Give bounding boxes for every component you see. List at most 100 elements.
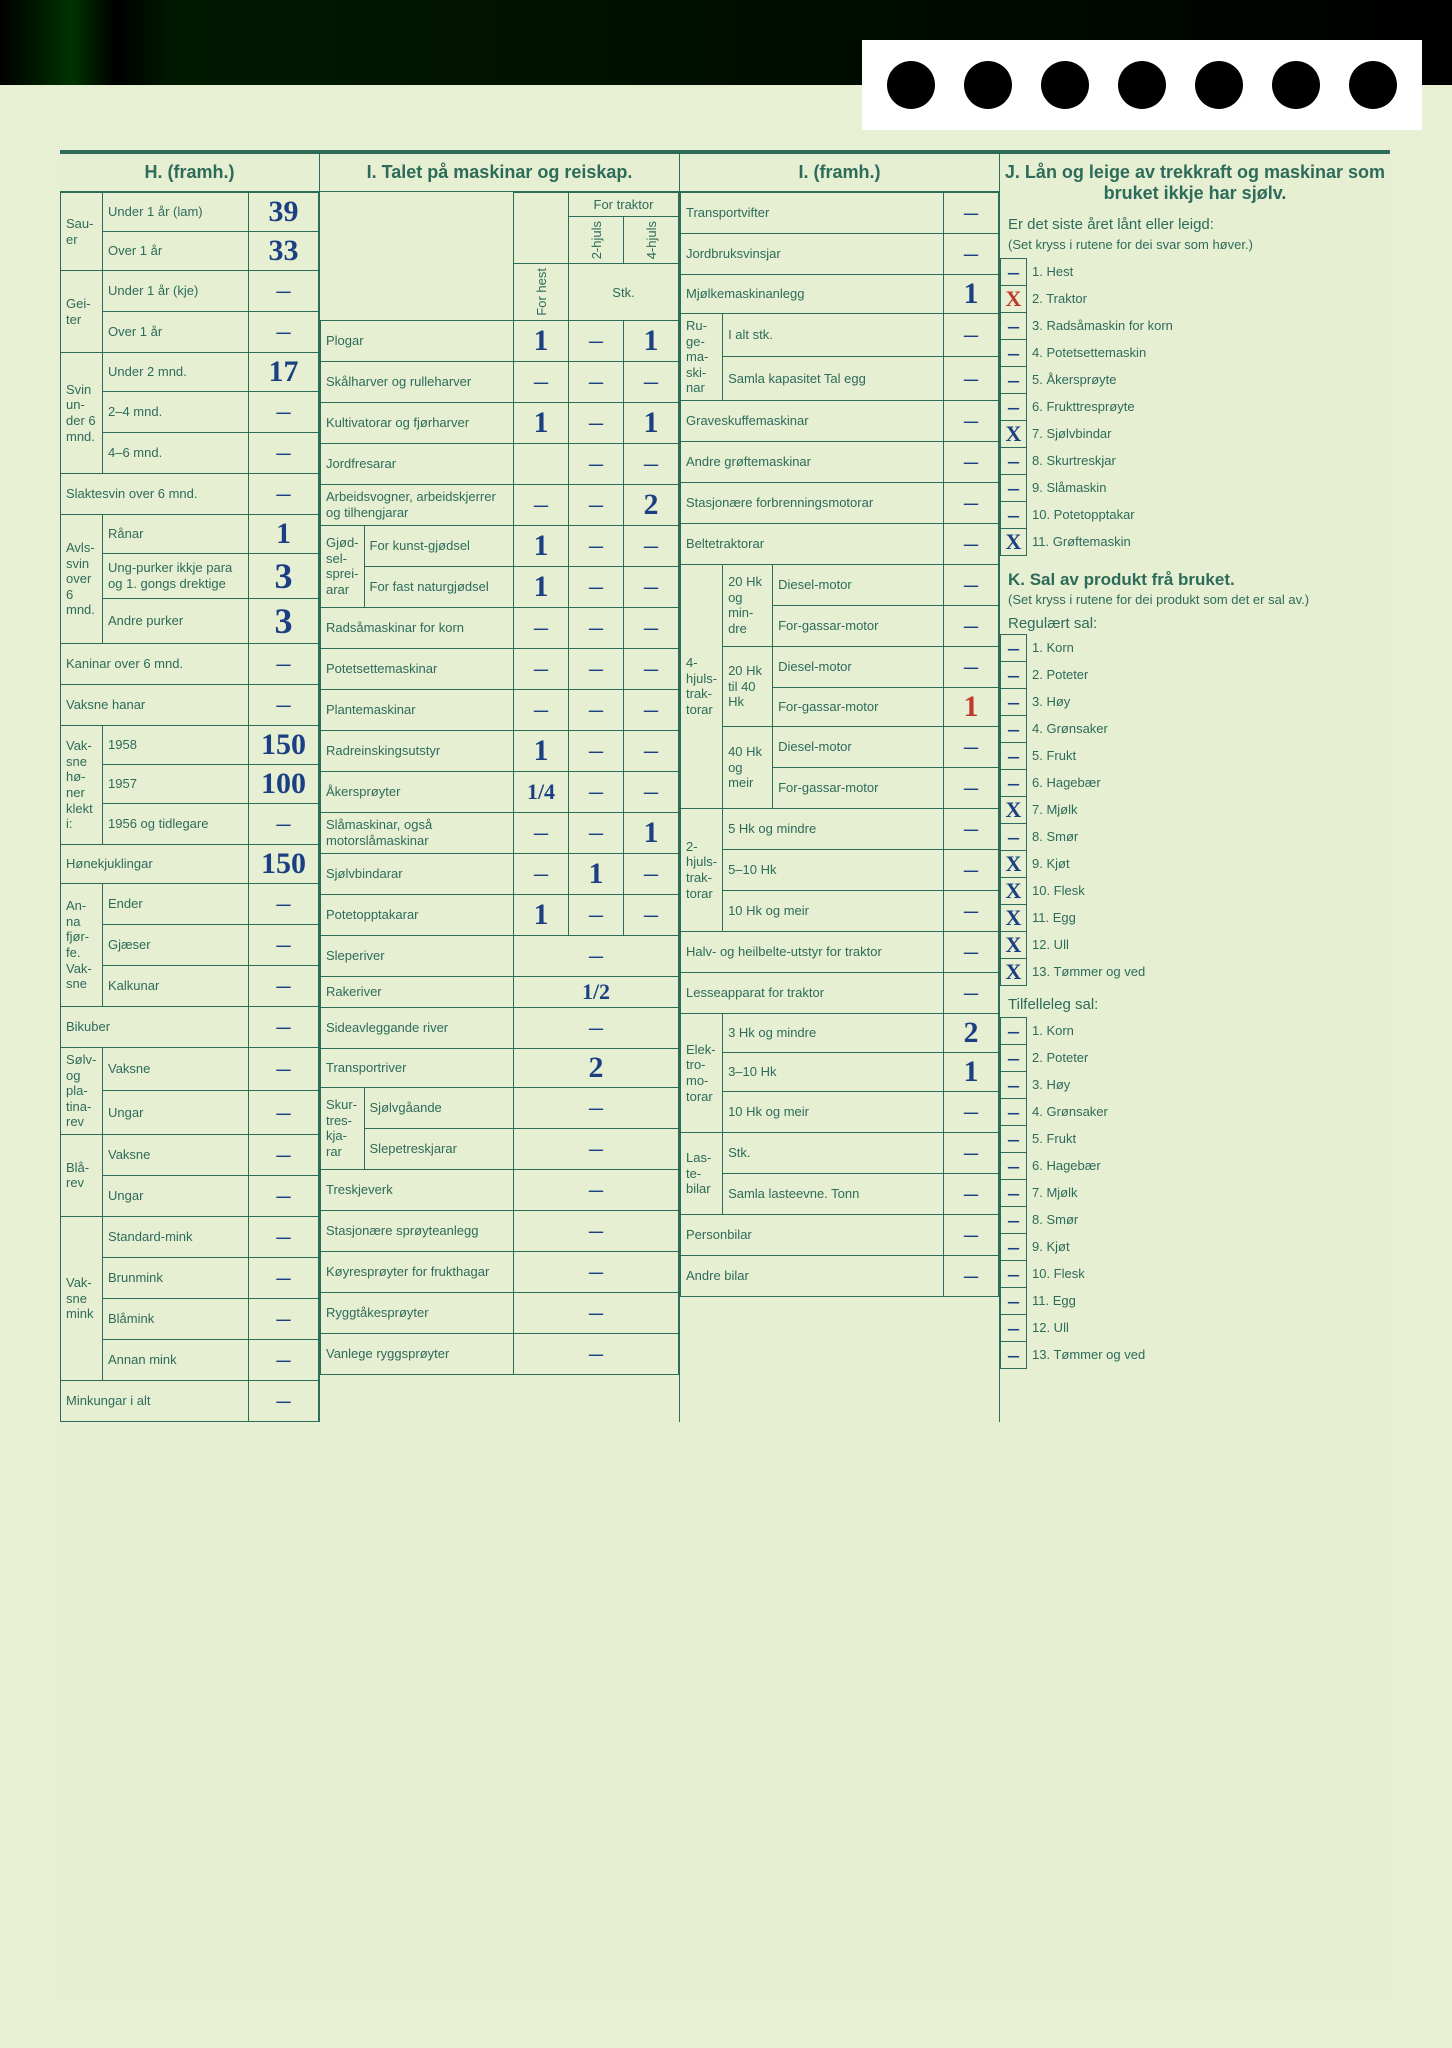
hand-value: – bbox=[624, 853, 679, 894]
k-occasional-item-label: 13. Tømmer og ved bbox=[1027, 1342, 1390, 1369]
section-jk-column: J. Lån og leige av trekkraft og maskinar… bbox=[1000, 154, 1390, 1422]
k-regular-item-label: 5. Frukt bbox=[1027, 743, 1390, 770]
hand-value: 2 bbox=[944, 1013, 999, 1052]
hand-value: – bbox=[514, 1251, 679, 1292]
census-form: H. (framh.) Sau-er Under 1 år (lam) 39 O… bbox=[60, 150, 1390, 2000]
hand-value: – bbox=[944, 400, 999, 441]
k-regular-item-checkbox: X bbox=[1001, 959, 1027, 986]
row-label: 10 Hk og meir bbox=[723, 1091, 944, 1132]
hand-value: – bbox=[249, 925, 319, 966]
k-occasional-item-label: 9. Kjøt bbox=[1027, 1234, 1390, 1261]
check-mark: – bbox=[1008, 1180, 1019, 1205]
hand-value: – bbox=[569, 320, 624, 361]
check-mark: X bbox=[1006, 905, 1022, 930]
row-label: Treskjeverk bbox=[321, 1169, 514, 1210]
row-label: Plantemaskinar bbox=[321, 689, 514, 730]
hand-value: – bbox=[944, 1132, 999, 1173]
j-item-checkbox: X bbox=[1001, 286, 1027, 313]
row-group-label: Avls-svin over 6 mnd. bbox=[61, 515, 103, 644]
row-label: 10 Hk og meir bbox=[723, 890, 944, 931]
row-group-label: Las-te-bilar bbox=[681, 1132, 723, 1214]
hand-value: – bbox=[514, 1333, 679, 1374]
hand-value: – bbox=[944, 1214, 999, 1255]
row-label: Kultivatorar og fjørharver bbox=[321, 402, 514, 443]
hand-value: – bbox=[514, 935, 679, 976]
j-item-label: 2. Traktor bbox=[1027, 286, 1390, 313]
hand-value: – bbox=[514, 484, 569, 525]
row-label: Ung-purker ikkje para og 1. gongs drekti… bbox=[103, 554, 249, 599]
k-occasional-item-checkbox: – bbox=[1001, 1072, 1027, 1099]
check-mark: – bbox=[1008, 340, 1019, 365]
check-mark: X bbox=[1006, 959, 1022, 984]
check-mark: – bbox=[1008, 1261, 1019, 1286]
k-regular-item-label: 8. Smør bbox=[1027, 824, 1390, 851]
check-mark: – bbox=[1008, 824, 1019, 849]
hand-value: 150 bbox=[249, 845, 319, 884]
row-label: Skålharver og rulleharver bbox=[321, 361, 514, 402]
row-label: 4–6 mnd. bbox=[103, 433, 249, 474]
check-mark: – bbox=[1008, 367, 1019, 392]
row-label: Over 1 år bbox=[103, 232, 249, 271]
hand-value: – bbox=[944, 767, 999, 808]
check-mark: – bbox=[1008, 313, 1019, 338]
row-label: Stk. bbox=[723, 1132, 944, 1173]
hand-value: 100 bbox=[249, 765, 319, 804]
check-mark: – bbox=[1008, 1153, 1019, 1178]
hand-value: 1 bbox=[514, 566, 569, 607]
section-h-table: Sau-er Under 1 år (lam) 39 Over 1 år 33 … bbox=[60, 192, 319, 1422]
hand-value: – bbox=[624, 894, 679, 935]
hand-value: 1 bbox=[624, 320, 679, 361]
hand-value: – bbox=[569, 689, 624, 730]
row-group-label: Blå-rev bbox=[61, 1134, 103, 1216]
k-regular-item-checkbox: – bbox=[1001, 689, 1027, 716]
hand-value: – bbox=[624, 361, 679, 402]
section-k-occasional-table: –1. Korn–2. Poteter–3. Høy–4. Grønsaker–… bbox=[1000, 1017, 1390, 1369]
row-label: Diesel-motor bbox=[773, 564, 944, 605]
hand-value: – bbox=[569, 566, 624, 607]
hand-value: – bbox=[249, 1007, 319, 1048]
hand-value: 39 bbox=[249, 193, 319, 232]
row-label: Lesseapparat for traktor bbox=[681, 972, 944, 1013]
k-occasional-item-checkbox: – bbox=[1001, 1234, 1027, 1261]
hand-value: – bbox=[249, 1216, 319, 1257]
j-item-checkbox: – bbox=[1001, 394, 1027, 421]
hand-value: 1 bbox=[569, 853, 624, 894]
row-label: Vanlege ryggsprøyter bbox=[321, 1333, 514, 1374]
hand-value: 3 bbox=[249, 599, 319, 644]
hand-value: 1 bbox=[944, 1052, 999, 1091]
check-mark: – bbox=[1008, 1234, 1019, 1259]
k-regular-item-label: 6. Hagebær bbox=[1027, 770, 1390, 797]
punch-hole bbox=[1272, 61, 1320, 109]
col-header: 4-hjuls bbox=[624, 217, 679, 264]
hand-value: – bbox=[249, 685, 319, 726]
section-i-cont-table: Transportvifter – Jordbruksvinsjar – Mjø… bbox=[680, 192, 999, 1297]
row-label: Graveskuffemaskinar bbox=[681, 400, 944, 441]
hand-value: – bbox=[944, 890, 999, 931]
row-label: Under 1 år (kje) bbox=[103, 271, 249, 312]
check-mark: – bbox=[1008, 716, 1019, 741]
j-item-checkbox: X bbox=[1001, 421, 1027, 448]
hand-value: – bbox=[249, 474, 319, 515]
k-regular-item-checkbox: X bbox=[1001, 878, 1027, 905]
hand-value: – bbox=[249, 1175, 319, 1216]
check-mark: – bbox=[1008, 689, 1019, 714]
j-item-label: 4. Potetsettemaskin bbox=[1027, 340, 1390, 367]
row-label: Samla lasteevne. Tonn bbox=[723, 1173, 944, 1214]
hand-value: 1 bbox=[944, 275, 999, 314]
k-occasional-item-label: 11. Egg bbox=[1027, 1288, 1390, 1315]
row-label: For-gassar-motor bbox=[773, 767, 944, 808]
hand-value: – bbox=[569, 771, 624, 812]
row-label: Andre purker bbox=[103, 599, 249, 644]
hand-value: – bbox=[514, 361, 569, 402]
unit-label: Stk. bbox=[569, 264, 679, 321]
hp-label: 20 Hk til 40 Hk bbox=[723, 646, 773, 726]
hand-value: – bbox=[944, 808, 999, 849]
punch-hole bbox=[964, 61, 1012, 109]
check-mark: – bbox=[1008, 259, 1019, 284]
section-i-cont-column: I. (framh.) Transportvifter – Jordbruksv… bbox=[680, 154, 1000, 1422]
punch-hole bbox=[1349, 61, 1397, 109]
punch-hole bbox=[1118, 61, 1166, 109]
k-regular-item-checkbox: – bbox=[1001, 743, 1027, 770]
row-label: Standard-mink bbox=[103, 1216, 249, 1257]
hand-value: 1 bbox=[514, 525, 569, 566]
